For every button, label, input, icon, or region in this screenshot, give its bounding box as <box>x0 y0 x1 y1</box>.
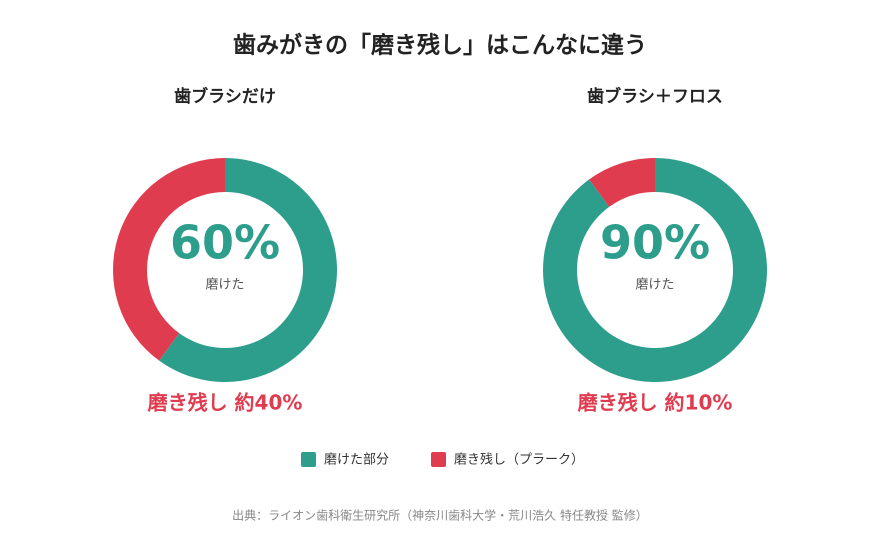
source: 出典：ライオン歯科衛生研究所（神奈川歯科大学・荒川浩久 特任教授 監修） <box>232 508 648 523</box>
legend-label: 磨き残し（プラーク） <box>454 453 584 468</box>
donut-segment <box>589 158 655 207</box>
page-title: 歯みがきの「磨き残し」はこんなに違う <box>233 32 647 59</box>
center-value: 90% <box>600 216 710 270</box>
remaining-label: 磨き残し 約40% <box>148 391 303 415</box>
chart-title: 歯ブラシだけ <box>174 86 276 107</box>
donut-segment <box>113 158 225 361</box>
donut-segment <box>543 158 767 382</box>
legend-label: 磨けた部分 <box>324 453 389 468</box>
legend-swatch <box>301 452 316 467</box>
remaining-label: 磨き残し 約10% <box>578 391 733 415</box>
center-caption: 磨けた <box>635 278 674 293</box>
center-value: 60% <box>170 216 280 270</box>
donut-segment <box>159 158 338 383</box>
chart-title: 歯ブラシ＋フロス <box>587 86 723 107</box>
center-caption: 磨けた <box>205 278 244 293</box>
legend-swatch <box>431 452 446 467</box>
